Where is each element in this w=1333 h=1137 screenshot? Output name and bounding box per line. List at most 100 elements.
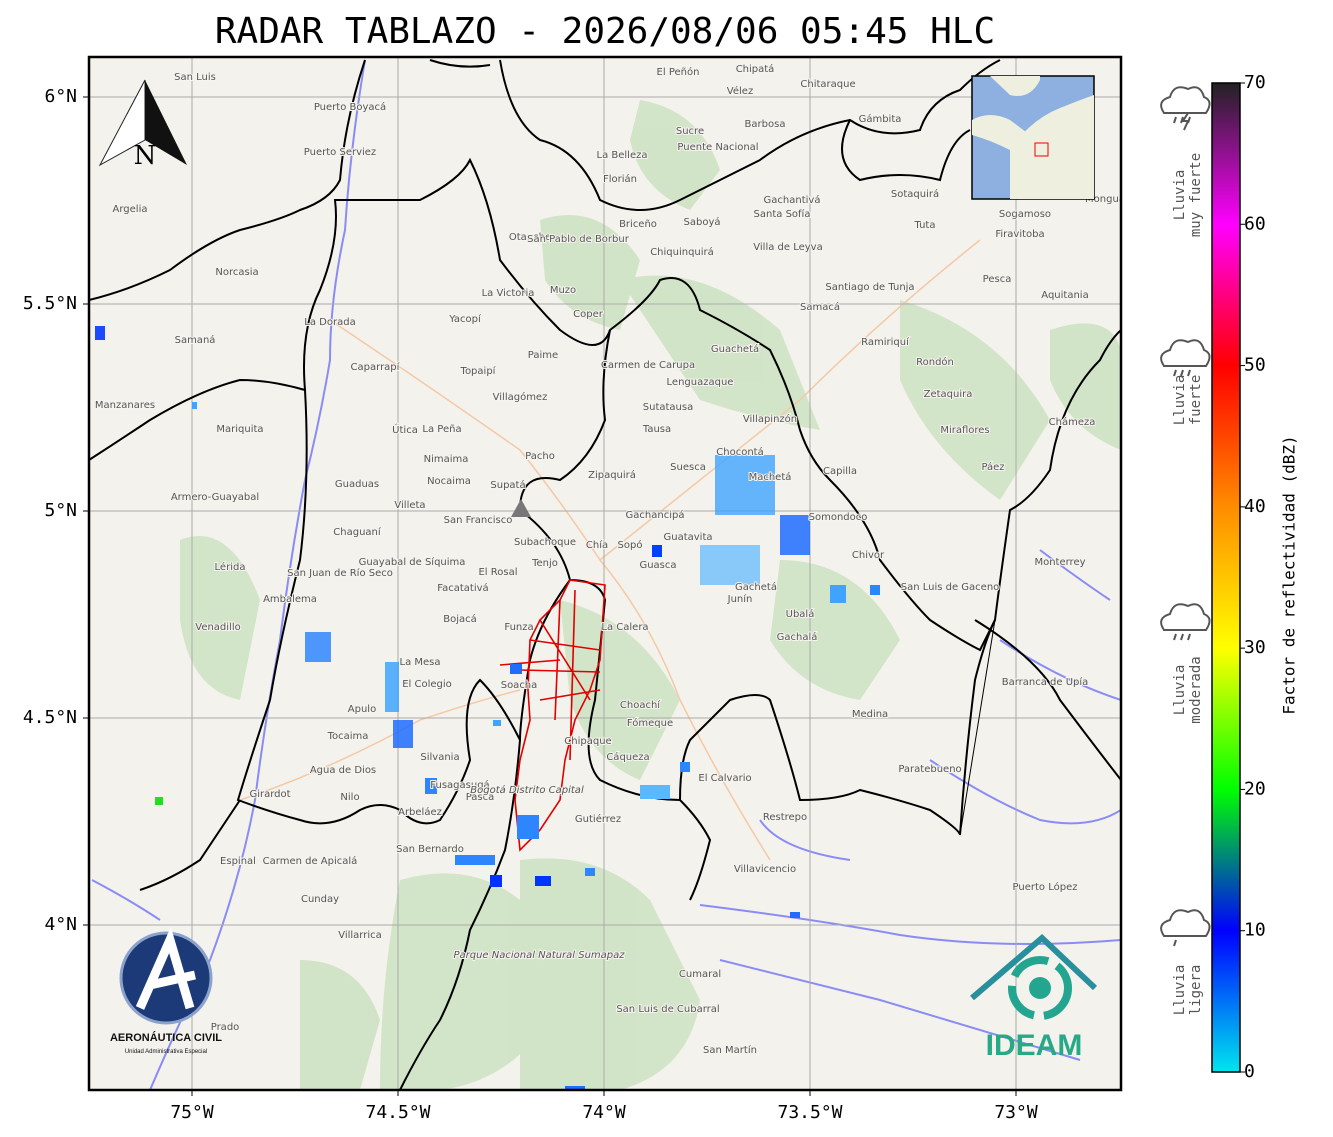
place-label: Girardot [249, 789, 290, 800]
place-label: Medina [852, 709, 888, 720]
place-label: Arbeláez [398, 806, 442, 818]
place-label: Cáqueza [606, 751, 649, 763]
colorbar-tick-label: 10 [1244, 920, 1266, 941]
place-label: Villeta [394, 500, 425, 511]
place-label: Carmen de Apicalá [263, 855, 358, 867]
place-label: Lenguazaque [667, 377, 734, 388]
place-label: Santiago de Tunja [825, 282, 914, 293]
place-label: Briceño [619, 219, 657, 230]
place-label: Guasca [639, 560, 676, 571]
place-label: San Pablo de Borbur [527, 234, 630, 245]
place-label: Puerto López [1013, 881, 1078, 893]
place-label: Gachantivá [764, 194, 821, 206]
legend-line1: Lluvia [1172, 665, 1188, 716]
legend-line2: moderada [1188, 656, 1204, 723]
place-label: Sogamoso [999, 209, 1051, 220]
place-label: Pesca [983, 274, 1012, 285]
place-label: Guachetá [711, 343, 759, 355]
place-label: Norcasia [215, 267, 258, 278]
place-label: Sutatausa [643, 402, 693, 413]
place-label: Cunday [301, 894, 339, 905]
place-label: Espinal [220, 856, 256, 867]
place-label: Paime [528, 350, 558, 361]
place-label: Prado [211, 1022, 240, 1033]
place-label: La Belleza [597, 150, 648, 161]
place-label: Caparrapí [351, 361, 401, 373]
place-label: Monterrey [1034, 557, 1085, 568]
place-label: Vélez [727, 85, 753, 97]
aero-name: AERONÁUTICA CIVIL [110, 1031, 222, 1044]
place-label: Gámbita [859, 113, 902, 125]
inset-map [971, 75, 1095, 200]
place-label: Zetaquira [924, 389, 973, 400]
colorbar-tick-label: 20 [1244, 778, 1266, 799]
place-label: Ubalá [786, 608, 815, 620]
place-label: Sotaquirá [891, 188, 939, 200]
compass-label: N [134, 141, 157, 171]
place-label: Pacho [525, 451, 555, 462]
rain-icon [1160, 339, 1211, 367]
place-label: Carmen de Carupa [601, 360, 695, 371]
colorbar-tick-label: 50 [1244, 355, 1266, 376]
place-label: Villagómez [493, 391, 548, 403]
bogota-roads [499, 579, 606, 852]
place-label: Santa Sofía [754, 208, 811, 220]
lon-tick-label: 74.5°W [365, 1102, 430, 1123]
terrain [180, 100, 1121, 1090]
aerocivil-logo: AERONÁUTICA CIVIL Unidad Administrativa … [110, 926, 222, 1055]
place-label: Facatativá [437, 582, 488, 594]
place-label: Funza [504, 622, 533, 633]
lat-tick-label: 6°N [44, 86, 77, 107]
place-label: Tuta [914, 220, 936, 231]
rain-icon [1160, 909, 1211, 937]
place-label: Nimaima [424, 454, 469, 465]
place-label: Samaná [175, 334, 216, 346]
rain-drop [1187, 633, 1191, 641]
place-label: La Dorada [304, 317, 355, 328]
place-label: Villapinzón [743, 413, 797, 425]
place-label: Pasca [466, 792, 495, 803]
lightning [1181, 112, 1190, 131]
place-label: Otanche [509, 232, 551, 243]
place-label: Silvania [420, 752, 459, 763]
radar-site [511, 499, 531, 517]
colorbar-tick-label: 60 [1244, 213, 1266, 234]
place-label: Chipatá [736, 63, 775, 75]
place-label: Miraflores [940, 425, 989, 436]
colorbar-tick-label: 0 [1244, 1061, 1255, 1082]
place-label: Samacá [800, 301, 840, 313]
place-label: Fómeque [627, 717, 673, 729]
place-label: Páez [981, 461, 1004, 473]
place-label: El Peñón [657, 66, 700, 78]
legend-line1: Lluvia [1172, 170, 1188, 221]
legend-item: Lluvia ligera [1160, 909, 1211, 1015]
place-label: Sucre [676, 126, 704, 137]
place-label: Sopó [618, 539, 643, 551]
rain-drop [1173, 369, 1177, 377]
place-label: Soacha [501, 680, 538, 691]
lon-tick-label: 75°W [170, 1102, 214, 1123]
place-label: Florián [603, 173, 637, 185]
place-label: Machetá [749, 471, 792, 483]
place-label: Paratebueno [898, 764, 961, 775]
ideam-name: IDEAM [986, 1029, 1083, 1062]
lat-tick-label: 4.5°N [23, 707, 77, 728]
place-label: Bojacá [443, 613, 477, 625]
place-label: Armero-Guayabal [171, 492, 259, 503]
graticule [89, 57, 1121, 1090]
place-label: Bogotá Distrito Capital [470, 784, 584, 796]
rain-icon [1160, 86, 1211, 114]
place-label: Ambalema [263, 594, 317, 605]
place-label: Chámeza [1049, 416, 1096, 428]
colorbar: 0 10 20 30 40 50 60 70 Factor de reflectividad (… [1211, 72, 1299, 1082]
lat-tick-label: 4°N [44, 914, 77, 935]
place-label: Somondoco [809, 512, 868, 523]
place-label: Tocaima [327, 731, 369, 742]
lon-tick-label: 73°W [994, 1102, 1038, 1123]
place-label: Gachancipá [626, 509, 685, 521]
rain-drop [1173, 939, 1177, 947]
radar-echoes [95, 326, 880, 1090]
place-label: Restrepo [763, 812, 807, 823]
